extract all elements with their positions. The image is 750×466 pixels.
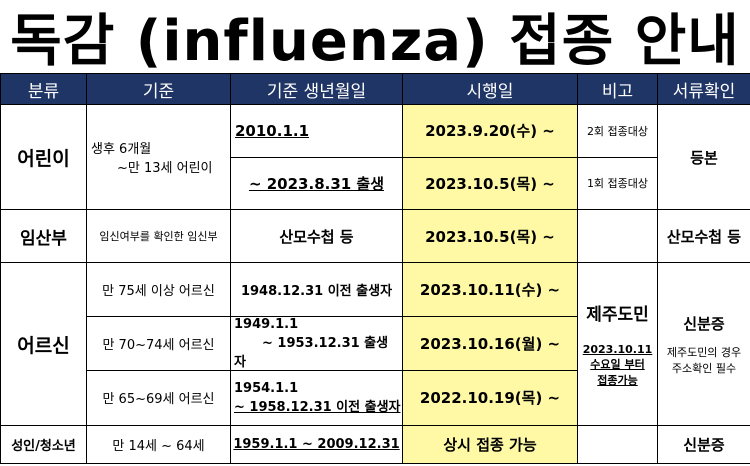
note-elder: 제주도민 2023.10.11 수요일 부터 접종가능 [577, 262, 658, 426]
category-adult: 성인/청소년 [0, 424, 87, 465]
birth-elder-70-line2: ~ 1953.12.31 출생 [262, 336, 389, 352]
doc-pregnant: 산모수첩 등 [657, 209, 750, 264]
doc-adult: 신분증 [657, 424, 750, 465]
table-row: ~ 2023.8.31 출생 2023.10.5(목) ~ 1회 접종대상 [1, 156, 750, 211]
doc-elder-title: 신분증 [683, 314, 725, 333]
birth-elder-70: 1949.1.1 ~ 1953.12.31 출생 자 [230, 315, 403, 372]
birth-elder-65-line1: 1954.1.1 [234, 380, 299, 396]
note-elder-title: 제주도민 [586, 305, 649, 326]
category-child: 어린이 [0, 104, 87, 211]
table-row: 어르신 만 75세 이상 어르신 1948.12.31 이전 출생자 2023.… [0, 262, 750, 426]
date-child-2: 2023.10.5(목) ~ [402, 156, 578, 211]
date-elder-75: 2023.10.11(수) ~ [402, 262, 578, 317]
vaccination-table: 분류 기준 기준 생년월일 시행일 비고 서류확인 어린이 생후 6개월 ~만 … [0, 72, 750, 465]
note-pregnant [577, 209, 658, 264]
date-adult: 상시 접종 가능 [402, 424, 578, 465]
birth-pregnant: 산모수첩 등 [230, 209, 403, 264]
criteria-elder-75: 만 75세 이상 어르신 [86, 262, 231, 317]
birth-child-from: 2010.1.1 [230, 104, 403, 158]
criteria-elder-70: 만 70~74세 어르신 [86, 315, 231, 372]
header-category: 분류 [0, 72, 87, 106]
criteria-child-line1: 생후 6개월 [91, 142, 152, 158]
header-note: 비고 [577, 72, 658, 106]
birth-child-to: ~ 2023.8.31 출생 [230, 156, 403, 211]
criteria-child-line2: ~만 13세 어린이 [117, 161, 213, 177]
category-pregnant: 임산부 [0, 209, 87, 264]
birth-elder-75: 1948.12.31 이전 출생자 [230, 262, 403, 317]
doc-elder-line2: 주소확인 필수 [671, 361, 737, 375]
doc-child: 등본 [657, 104, 750, 211]
category-elder: 어르신 [0, 262, 87, 426]
birth-elder-65: 1954.1.1 ~ 1958.12.31 이전 출생자 [230, 370, 403, 426]
header-criteria: 기준 [86, 72, 231, 106]
page-title: 독감 (influenza) 접종 안내 [10, 8, 740, 74]
note-child-1: 2회 접종대상 [577, 104, 658, 158]
birth-elder-70-line3: 자 [234, 355, 246, 371]
table-row: 어린이 생후 6개월 ~만 13세 어린이 2010.1.1 2023.9.20… [0, 104, 750, 211]
criteria-pregnant: 임신여부를 확인한 임신부 [86, 209, 231, 264]
note-elder-line1: 2023.10.11 [582, 343, 653, 357]
table-header-row: 분류 기준 기준 생년월일 시행일 비고 서류확인 [0, 72, 750, 106]
criteria-child: 생후 6개월 ~만 13세 어린이 [86, 104, 231, 211]
doc-elder: 신분증 제주도민의 경우 주소확인 필수 [657, 262, 750, 426]
note-elder-line3: 접종가능 [597, 374, 638, 388]
date-pregnant: 2023.10.5(목) ~ [402, 209, 578, 264]
doc-elder-line1: 제주도민의 경우 [666, 345, 742, 359]
header-birthdate: 기준 생년월일 [230, 72, 403, 106]
header-date: 시행일 [402, 72, 578, 106]
date-elder-65: 2022.10.19(목) ~ [402, 370, 578, 426]
note-elder-line2: 수요일 부터 [590, 358, 645, 372]
birth-elder-70-line1: 1949.1.1 [234, 317, 299, 333]
note-child-2: 1회 접종대상 [577, 156, 658, 211]
criteria-adult: 만 14세 ~ 64세 [86, 424, 231, 465]
table-row: 만 65~69세 어르신 1954.1.1 ~ 1958.12.31 이전 출생… [1, 370, 750, 426]
table-row: 성인/청소년 만 14세 ~ 64세 1959.1.1 ~ 2009.12.31… [0, 424, 750, 465]
criteria-elder-65: 만 65~69세 어르신 [86, 370, 231, 426]
birth-elder-65-line2: ~ 1958.12.31 이전 출생자 [234, 399, 401, 415]
note-adult [577, 424, 658, 465]
date-child-1: 2023.9.20(수) ~ [402, 104, 578, 158]
birth-adult: 1959.1.1 ~ 2009.12.31 [230, 424, 403, 465]
header-documents: 서류확인 [657, 72, 750, 106]
table-row: 임산부 임신여부를 확인한 임신부 산모수첩 등 2023.10.5(목) ~ … [0, 209, 750, 264]
date-elder-70: 2023.10.16(월) ~ [402, 315, 578, 372]
